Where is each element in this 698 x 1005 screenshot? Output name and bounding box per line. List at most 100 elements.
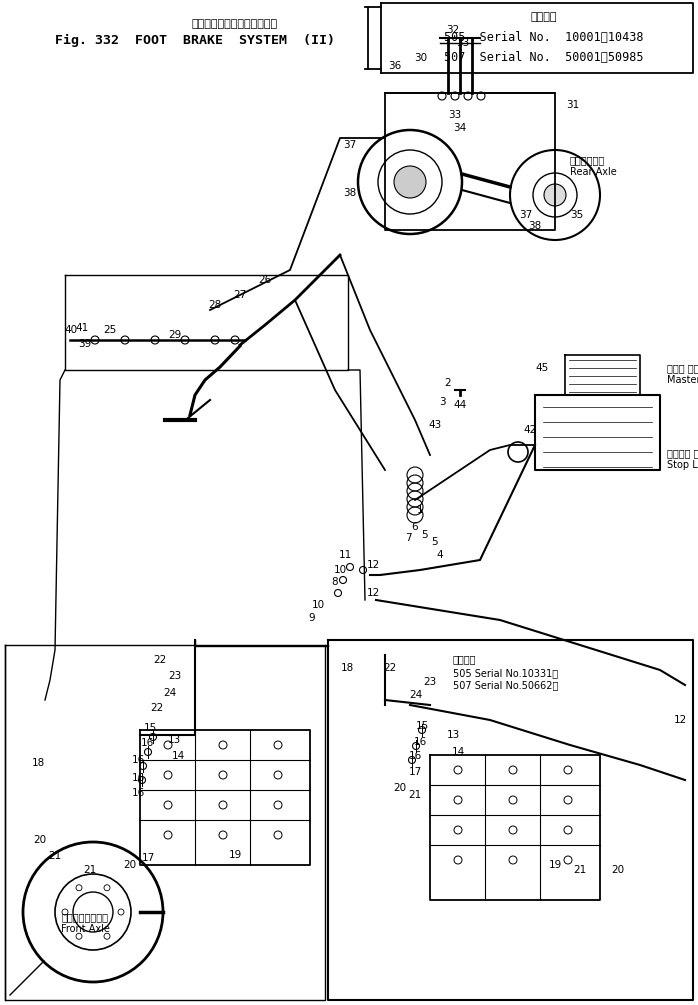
- Text: 12: 12: [366, 560, 380, 570]
- Text: フロントアクスル: フロントアクスル: [61, 912, 108, 922]
- Text: 21: 21: [48, 851, 61, 861]
- Circle shape: [438, 92, 446, 100]
- Text: Master Cylinder: Master Cylinder: [667, 375, 698, 385]
- Circle shape: [564, 796, 572, 804]
- Text: 32: 32: [447, 25, 459, 35]
- Circle shape: [76, 934, 82, 940]
- Circle shape: [454, 856, 462, 864]
- Circle shape: [509, 856, 517, 864]
- Text: 14: 14: [172, 751, 185, 761]
- Text: 13: 13: [168, 735, 181, 745]
- Text: 5: 5: [422, 530, 429, 540]
- Text: 44: 44: [454, 400, 467, 410]
- Text: 17: 17: [142, 853, 155, 863]
- Text: 45: 45: [535, 363, 549, 373]
- Text: 21: 21: [83, 865, 96, 875]
- Text: リヤアクスル: リヤアクスル: [570, 155, 605, 165]
- Text: 38: 38: [528, 221, 542, 231]
- Text: 16: 16: [408, 751, 422, 761]
- Text: 14: 14: [452, 747, 465, 757]
- Text: 35: 35: [570, 210, 584, 220]
- Text: Rear Axle: Rear Axle: [570, 167, 617, 177]
- Text: 17: 17: [408, 767, 422, 777]
- Text: 33: 33: [448, 110, 461, 120]
- Text: 37: 37: [343, 140, 357, 150]
- Text: 23: 23: [424, 677, 437, 687]
- Circle shape: [104, 934, 110, 940]
- Circle shape: [231, 336, 239, 344]
- Text: 19: 19: [549, 860, 562, 870]
- Circle shape: [219, 741, 227, 749]
- Text: 19: 19: [228, 850, 242, 860]
- Text: 34: 34: [454, 123, 467, 133]
- Circle shape: [62, 909, 68, 915]
- Text: 5: 5: [431, 537, 438, 547]
- Text: 18: 18: [341, 663, 354, 673]
- Text: 16: 16: [413, 737, 426, 747]
- Circle shape: [181, 336, 189, 344]
- Text: Stop Lamp Switch: Stop Lamp Switch: [667, 460, 698, 470]
- Text: 30: 30: [415, 53, 428, 63]
- Circle shape: [508, 442, 528, 462]
- Text: 16: 16: [131, 788, 144, 798]
- Text: フート　ブレーキ　システム: フート ブレーキ システム: [192, 19, 278, 29]
- Circle shape: [394, 166, 426, 198]
- Circle shape: [151, 336, 159, 344]
- Text: 9: 9: [309, 613, 315, 623]
- Text: 41: 41: [75, 323, 89, 333]
- Text: 36: 36: [388, 61, 401, 71]
- Circle shape: [149, 734, 156, 741]
- Text: 29: 29: [168, 330, 181, 340]
- Text: 4: 4: [437, 550, 443, 560]
- Text: 505  Serial No.  10001～10438: 505 Serial No. 10001～10438: [444, 30, 644, 43]
- Circle shape: [219, 831, 227, 839]
- Text: 24: 24: [409, 690, 422, 700]
- Text: 20: 20: [611, 865, 625, 875]
- Text: 1: 1: [417, 505, 423, 515]
- Text: 21: 21: [408, 790, 422, 800]
- Text: Fig. 332  FOOT  BRAKE  SYSTEM  (II): Fig. 332 FOOT BRAKE SYSTEM (II): [55, 33, 335, 46]
- Circle shape: [104, 884, 110, 890]
- Text: 33: 33: [456, 38, 470, 48]
- Text: 18: 18: [31, 758, 45, 768]
- Text: 23: 23: [168, 671, 181, 681]
- Text: 27: 27: [233, 290, 246, 300]
- Text: 3: 3: [438, 397, 445, 407]
- Circle shape: [334, 590, 341, 597]
- Text: ストップ ランプ スイッチ: ストップ ランプ スイッチ: [667, 448, 698, 458]
- Text: 20: 20: [34, 835, 47, 845]
- Text: 7: 7: [405, 533, 411, 543]
- Text: 39: 39: [78, 339, 91, 349]
- Circle shape: [219, 771, 227, 779]
- Text: 6: 6: [412, 522, 418, 532]
- Circle shape: [564, 826, 572, 834]
- Circle shape: [164, 741, 172, 749]
- Circle shape: [138, 777, 145, 784]
- Circle shape: [564, 856, 572, 864]
- Circle shape: [274, 831, 282, 839]
- Text: 38: 38: [343, 188, 357, 198]
- Text: 8: 8: [332, 577, 339, 587]
- Circle shape: [346, 564, 353, 571]
- Circle shape: [454, 826, 462, 834]
- Circle shape: [91, 336, 99, 344]
- Text: 507 Serial No.50662～: 507 Serial No.50662～: [453, 680, 558, 690]
- Circle shape: [419, 727, 426, 734]
- Circle shape: [477, 92, 485, 100]
- Circle shape: [121, 336, 129, 344]
- Text: 11: 11: [339, 550, 352, 560]
- Text: 26: 26: [258, 275, 272, 285]
- Text: 43: 43: [429, 420, 442, 430]
- Circle shape: [144, 749, 151, 756]
- Circle shape: [454, 766, 462, 774]
- Circle shape: [509, 766, 517, 774]
- Circle shape: [164, 801, 172, 809]
- Circle shape: [274, 741, 282, 749]
- Text: 25: 25: [103, 325, 117, 335]
- Circle shape: [164, 771, 172, 779]
- Text: 40: 40: [64, 325, 77, 335]
- Circle shape: [413, 743, 419, 750]
- Text: 16: 16: [131, 755, 144, 765]
- Text: 22: 22: [383, 663, 396, 673]
- Circle shape: [219, 801, 227, 809]
